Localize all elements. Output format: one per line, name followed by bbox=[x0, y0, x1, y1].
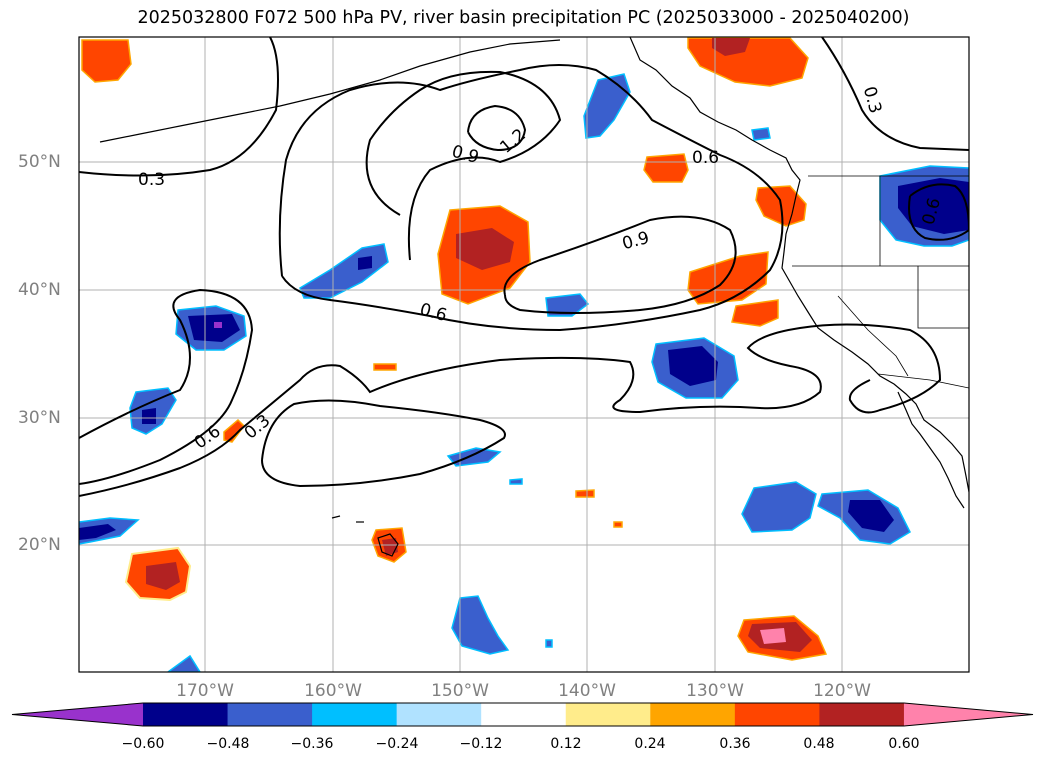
lon-label-140w: 140°W bbox=[558, 681, 616, 701]
colorbar-segment bbox=[396, 703, 482, 726]
colorbar-segment bbox=[312, 703, 398, 726]
negative-patch bbox=[509, 478, 523, 485]
colorbar-segment bbox=[819, 703, 905, 726]
contour-label: 0.3 bbox=[138, 170, 165, 190]
lon-label-120w: 120°W bbox=[813, 681, 871, 701]
positive-patch bbox=[146, 562, 180, 590]
positive-patch bbox=[643, 153, 689, 183]
lon-label-130w: 130°W bbox=[686, 681, 744, 701]
negative-patch bbox=[446, 447, 502, 467]
negative-patch bbox=[668, 346, 718, 386]
graticule bbox=[79, 37, 969, 672]
negative-patch bbox=[848, 500, 894, 532]
pv-contour bbox=[79, 37, 279, 177]
positive-patch bbox=[613, 521, 623, 528]
colorbar-tick-label: −0.36 bbox=[290, 736, 334, 752]
hawaii-islet bbox=[331, 515, 341, 519]
negative-patch bbox=[214, 322, 222, 328]
lat-label-30n: 30°N bbox=[18, 408, 61, 428]
state-border bbox=[837, 295, 909, 377]
colorbar-tick-label: 0.24 bbox=[634, 736, 666, 752]
negative-patch bbox=[358, 256, 372, 270]
negative-patch bbox=[451, 595, 510, 655]
positive-anomaly-patches bbox=[81, 37, 828, 661]
positive-patch bbox=[223, 418, 245, 443]
lon-label-170w: 170°W bbox=[176, 681, 234, 701]
lat-label-50n: 50°N bbox=[18, 152, 61, 172]
positive-patch bbox=[731, 299, 779, 327]
colorbar-tick-label: 0.48 bbox=[803, 736, 835, 752]
pv-contour bbox=[261, 399, 506, 488]
alaska-coastline bbox=[99, 39, 561, 143]
colorbar-segment bbox=[734, 703, 820, 726]
positive-patch bbox=[575, 489, 595, 498]
pv-contour bbox=[278, 64, 784, 332]
pv-contour bbox=[908, 183, 969, 241]
negative-patch bbox=[166, 654, 201, 672]
lat-label-40n: 40°N bbox=[18, 280, 61, 300]
pv-contour bbox=[79, 323, 942, 497]
colorbar-tick-label: −0.12 bbox=[459, 736, 503, 752]
colorbar-segment bbox=[650, 703, 736, 726]
colorbar-tick-label: −0.48 bbox=[206, 736, 250, 752]
contour-label: 0.6 bbox=[692, 148, 719, 168]
negative-anomaly-patches bbox=[79, 73, 969, 672]
positive-patch bbox=[456, 228, 514, 270]
pv-contour bbox=[79, 288, 254, 485]
map-title: 2025032800 F072 500 hPa PV, river basin … bbox=[137, 8, 910, 28]
negative-patch bbox=[741, 481, 817, 533]
positive-patch bbox=[373, 363, 397, 371]
negative-patch bbox=[142, 408, 156, 424]
pv-contour bbox=[821, 37, 969, 151]
colorbar-segment bbox=[565, 703, 651, 726]
pv-contour bbox=[503, 215, 737, 314]
colorbar-tick-label: 0.36 bbox=[719, 736, 751, 752]
pv-contours bbox=[79, 37, 969, 497]
colorbar-segment bbox=[227, 703, 313, 726]
coastlines bbox=[99, 37, 969, 557]
colorbar-extend-low bbox=[12, 703, 143, 726]
lon-label-150w: 150°W bbox=[431, 681, 489, 701]
hawaii-island bbox=[377, 533, 399, 557]
lat-label-20n: 20°N bbox=[18, 535, 61, 555]
negative-patch bbox=[751, 127, 771, 141]
positive-patch bbox=[81, 39, 132, 83]
negative-patch bbox=[583, 73, 631, 139]
negative-patch bbox=[545, 639, 553, 648]
pv-contour bbox=[365, 70, 562, 261]
colorbar-tick-label: 0.12 bbox=[550, 736, 582, 752]
north-america-coastline bbox=[629, 37, 969, 493]
colorbar-tick-label: 0.60 bbox=[888, 736, 920, 752]
colorbar-tick-label: −0.60 bbox=[121, 736, 165, 752]
state-borders bbox=[792, 175, 969, 389]
baja-peninsula-coast bbox=[897, 391, 965, 509]
positive-patch bbox=[712, 38, 750, 56]
pv-contour bbox=[467, 104, 527, 152]
colorbar-outline bbox=[11, 702, 1034, 727]
colorbar bbox=[11, 702, 1034, 727]
state-border bbox=[917, 266, 969, 329]
negative-patch bbox=[79, 524, 116, 540]
lon-label-160w: 160°W bbox=[304, 681, 362, 701]
colorbar-segment bbox=[143, 703, 229, 726]
colorbar-extend-high bbox=[903, 703, 1033, 726]
colorbar-tick-label: −0.24 bbox=[375, 736, 419, 752]
plot-frame bbox=[78, 36, 970, 673]
mexico-border bbox=[877, 373, 969, 389]
colorbar-segment bbox=[481, 703, 567, 726]
positive-patch bbox=[760, 628, 786, 644]
map-plot-area: 0.3 0.3 0.3 0.6 0.6 0.6 0.6 0.9 0.9 1.2 bbox=[79, 37, 969, 672]
